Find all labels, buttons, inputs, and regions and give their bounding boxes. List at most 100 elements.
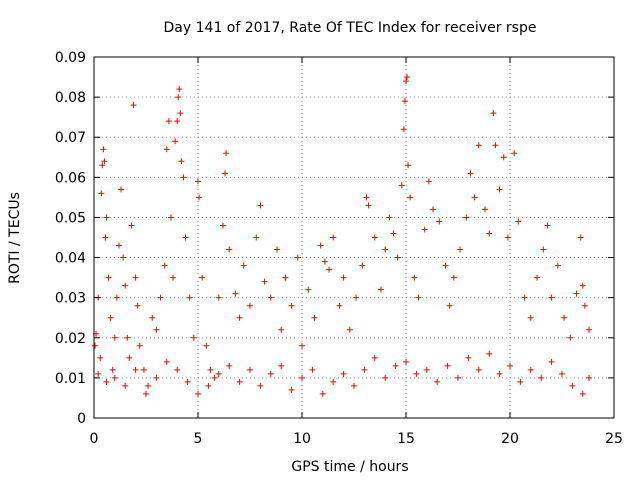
data-point	[540, 246, 547, 253]
data-point	[538, 374, 545, 381]
data-point	[423, 366, 430, 373]
data-point	[365, 202, 372, 209]
data-point	[118, 186, 125, 193]
data-point	[177, 110, 184, 117]
data-point	[581, 302, 588, 309]
data-point	[205, 382, 212, 389]
data-point	[444, 362, 451, 369]
data-point	[463, 214, 470, 221]
x-axis-label: GPS time / hours	[291, 459, 408, 475]
data-point	[548, 294, 555, 301]
data-point	[382, 374, 389, 381]
data-point	[126, 354, 133, 361]
data-point	[196, 194, 203, 201]
data-point	[496, 370, 503, 377]
data-point	[415, 294, 422, 301]
data-point	[353, 294, 360, 301]
data-point	[394, 254, 401, 261]
y-tick-label: 0.08	[55, 90, 86, 106]
data-point	[195, 390, 201, 397]
data-point	[190, 334, 197, 341]
data-point	[98, 190, 105, 197]
data-point	[517, 378, 524, 385]
data-point	[130, 102, 137, 109]
data-point	[573, 290, 580, 297]
data-point	[184, 378, 191, 385]
data-point	[430, 206, 437, 213]
data-point	[140, 366, 147, 373]
data-point	[475, 142, 482, 149]
data-point	[579, 282, 586, 289]
data-point	[207, 366, 214, 373]
x-tick-label: 15	[397, 431, 415, 447]
data-point	[403, 358, 409, 365]
y-tick-labels: 0 0.01 0.02 0.03 0.04 0.05 0.06 0.07 0.08 0.09	[55, 50, 86, 427]
data-point	[351, 382, 357, 389]
y-tick-label: 0.01	[55, 371, 86, 387]
data-point	[134, 302, 141, 309]
data-point	[534, 274, 541, 281]
data-point	[442, 262, 449, 269]
data-point	[128, 222, 135, 229]
data-point	[111, 374, 118, 381]
data-point	[404, 74, 411, 81]
data-point	[548, 358, 555, 365]
data-point	[340, 274, 347, 281]
data-point	[421, 226, 428, 233]
data-point	[105, 274, 112, 281]
data-point	[107, 314, 114, 321]
data-point	[500, 154, 507, 161]
data-point	[178, 158, 185, 165]
data-point	[392, 362, 399, 369]
data-point	[465, 354, 472, 361]
y-tick-label: 0.03	[55, 291, 86, 307]
data-point	[434, 378, 441, 385]
data-point	[122, 382, 129, 389]
data-point	[321, 258, 328, 265]
x-tick-label: 5	[194, 431, 203, 447]
data-point	[267, 370, 274, 377]
data-point	[124, 334, 131, 341]
y-tick-label: 0.02	[55, 331, 86, 347]
data-point	[371, 234, 378, 241]
y-tick-label: 0	[77, 411, 86, 427]
data-point	[145, 382, 152, 389]
data-point	[236, 378, 243, 385]
data-point	[319, 390, 326, 397]
data-point	[450, 274, 457, 281]
data-point	[153, 374, 160, 381]
data-point	[446, 302, 453, 309]
data-point	[359, 262, 366, 269]
data-point	[586, 326, 593, 333]
data-point	[182, 234, 189, 241]
data-point	[100, 146, 107, 153]
data-point	[261, 278, 268, 285]
y-tick-label: 0.05	[55, 210, 86, 226]
data-point	[457, 246, 464, 253]
data-point	[109, 366, 116, 373]
data-point	[165, 118, 172, 125]
data-point	[492, 142, 499, 149]
axis-ticks	[93, 56, 615, 419]
data-point	[371, 354, 378, 361]
data-point	[180, 174, 187, 181]
data-point	[311, 314, 318, 321]
data-point	[486, 230, 493, 237]
data-point	[226, 362, 233, 369]
data-point	[215, 370, 222, 377]
data-point	[579, 390, 586, 397]
data-point	[554, 262, 561, 269]
y-tick-label: 0.07	[55, 130, 86, 146]
data-point	[586, 374, 593, 381]
data-point	[176, 86, 183, 93]
data-point	[247, 366, 253, 373]
data-point	[111, 334, 118, 341]
data-point	[400, 126, 407, 133]
y-axis-label: ROTI / TECUs	[7, 192, 23, 284]
data-point	[240, 262, 247, 269]
data-point	[515, 218, 522, 225]
data-point	[163, 146, 170, 153]
data-point	[101, 158, 108, 165]
data-point	[257, 202, 264, 209]
